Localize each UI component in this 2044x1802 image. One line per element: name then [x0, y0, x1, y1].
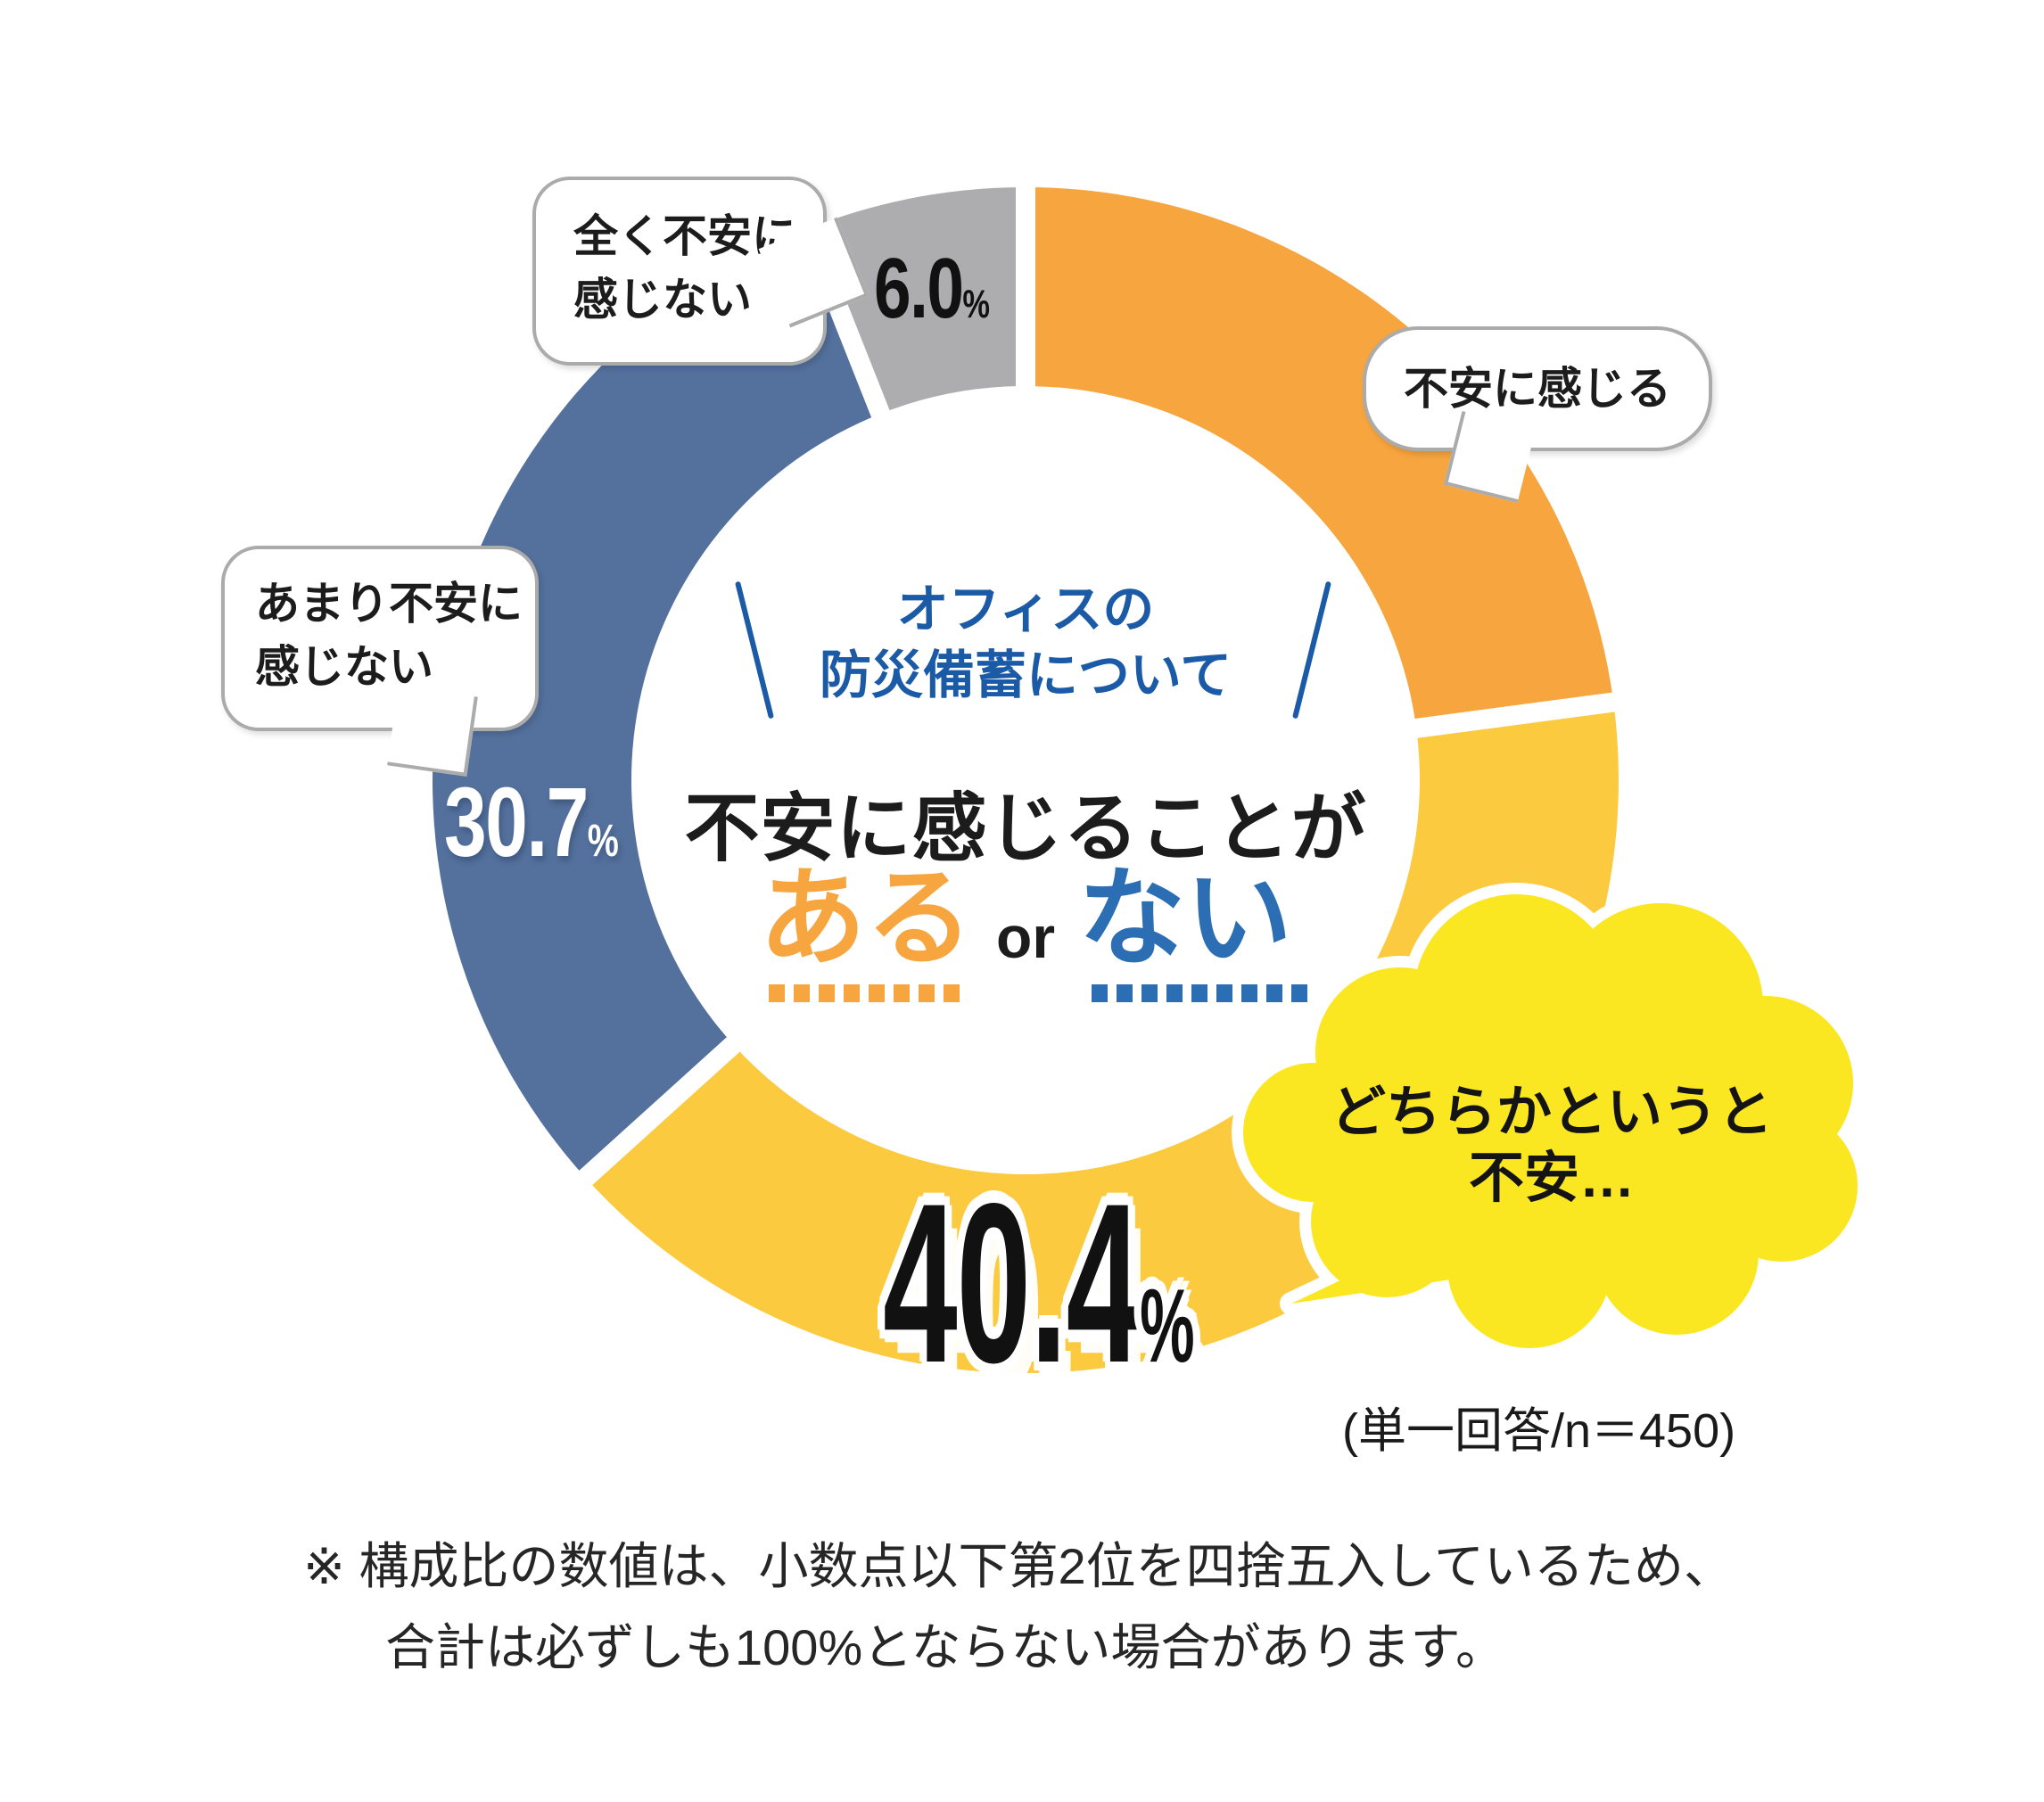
bubble-not-at-all-anxious: 全く不安に 感じない	[532, 177, 827, 366]
bubble-tail-not-very	[387, 686, 478, 777]
bubble-not-very-line2: 感じない	[255, 642, 433, 692]
percent-unit: %	[587, 815, 619, 866]
percent-label-somewhat: 40.4%	[883, 1156, 1195, 1411]
donut-segment-gaps	[565, 169, 1633, 1197]
dotted-underline-no	[1092, 984, 1313, 1002]
donut-gap-line	[565, 1024, 754, 1197]
percent-label-not-very: 30.7%	[444, 768, 619, 877]
bubble-feel-anxious-label: 不安に感じる	[1404, 363, 1671, 414]
survey-note: (単一回答/n＝450)	[1342, 1404, 1736, 1458]
bubble-not-at-all-line1: 全く不安に	[573, 211, 796, 261]
center-question: 不安に感じることが	[684, 786, 1367, 870]
footnote-line1: ※ 構成比の数値は、小数点以下第2位を四捨五入しているため、	[303, 1538, 1734, 1594]
option-or-label: or	[996, 904, 1055, 970]
donut-segment-2	[433, 228, 881, 1179]
footnote-line2: 合計は必ずしも100%とならない場合があります。	[385, 1618, 1505, 1675]
percent-unit: %	[1140, 1267, 1195, 1384]
option-no-label: ない	[1078, 859, 1292, 978]
donut-gap-line	[1397, 689, 1633, 741]
bubble-not-very-anxious: あまり不安に 感じない	[221, 546, 539, 731]
bubble-feel-anxious: 不安に感じる	[1363, 326, 1712, 451]
cloud-bubble-line2: 不安…	[1468, 1148, 1635, 1209]
donut-segment-0	[1026, 187, 1614, 728]
footnote: ※ 構成比の数値は、小数点以下第2位を四捨五入しているため、 合計は必ずしも10…	[303, 1526, 1734, 1688]
percent-unit: %	[962, 283, 991, 326]
center-topic-line1: オフィスの	[896, 580, 1155, 638]
percent-label-not-at-all: 6.0%	[874, 241, 991, 336]
option-yes-label: ある	[759, 859, 973, 978]
bubble-not-at-all-line2: 感じない	[573, 275, 752, 325]
center-options-row: ある or ない	[580, 854, 1471, 972]
cloud-bubble-line1: どちらかというと	[1330, 1082, 1773, 1143]
center-topic-line2: 防災備蓄について	[819, 646, 1232, 704]
dotted-underline-yes	[769, 984, 968, 1002]
bubble-not-very-line1: あまり不安に	[255, 579, 523, 629]
